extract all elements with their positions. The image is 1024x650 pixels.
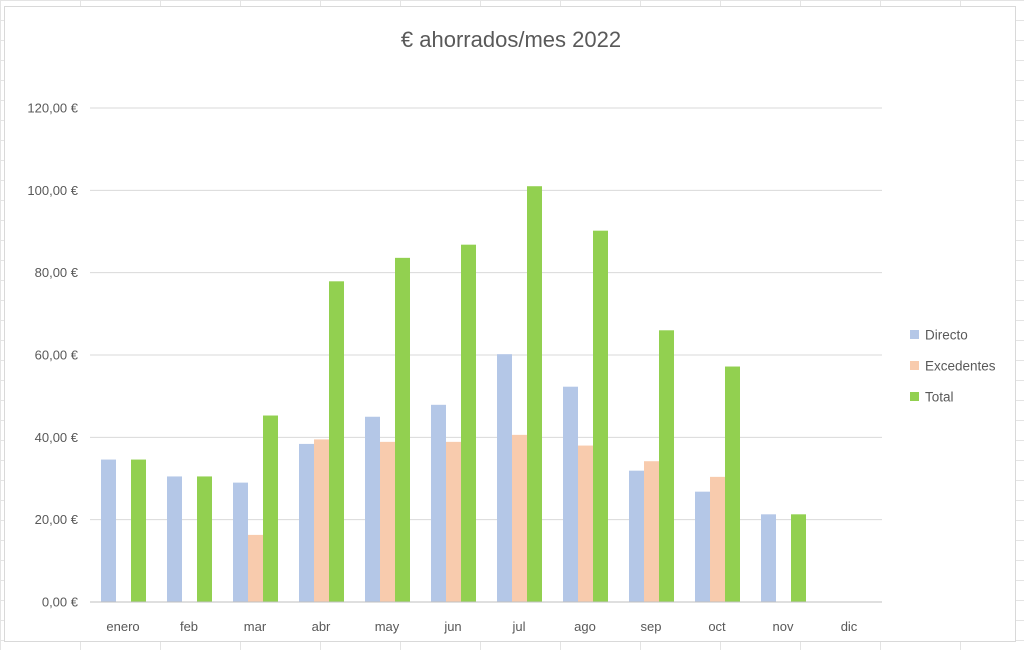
y-tick-label: 120,00 € bbox=[27, 101, 78, 116]
bar-excedentes-sep[interactable] bbox=[644, 461, 659, 602]
chart-area[interactable]: € ahorrados/mes 2022 0,00 € 20,00 € 40,00 … bbox=[4, 6, 1016, 642]
x-tick-label: abr bbox=[312, 619, 331, 634]
x-tick-label: jul bbox=[511, 619, 525, 634]
bar-directo-mar[interactable] bbox=[233, 482, 248, 602]
bar-excedentes-ago[interactable] bbox=[578, 445, 593, 602]
gridlines bbox=[90, 107, 882, 521]
legend-swatch-directo bbox=[910, 330, 919, 339]
bar-directo-enero[interactable] bbox=[101, 459, 116, 602]
bar-total-mar[interactable] bbox=[263, 415, 278, 602]
y-tick-label: 80,00 € bbox=[35, 265, 79, 280]
bar-total-enero[interactable] bbox=[131, 459, 146, 602]
x-tick-label: may bbox=[375, 619, 400, 634]
x-axis: enero feb mar abr may jun jul ago sep oct nov dic bbox=[106, 619, 857, 634]
x-tick-label: mar bbox=[244, 619, 267, 634]
legend: Directo Excedentes Total bbox=[910, 328, 996, 405]
x-tick-label: dic bbox=[841, 619, 858, 634]
bar-directo-abr[interactable] bbox=[299, 443, 314, 602]
chart-title: € ahorrados/mes 2022 bbox=[401, 27, 621, 52]
bar-excedentes-abr[interactable] bbox=[314, 439, 329, 602]
bar-total-jul[interactable] bbox=[527, 186, 542, 602]
bar-total-feb[interactable] bbox=[197, 476, 212, 602]
y-tick-label: 60,00 € bbox=[35, 348, 79, 363]
bars bbox=[101, 186, 806, 602]
bar-excedentes-may[interactable] bbox=[380, 441, 395, 602]
x-tick-label: feb bbox=[180, 619, 198, 634]
legend-label-excedentes: Excedentes bbox=[925, 359, 996, 374]
y-tick-label: 0,00 € bbox=[42, 595, 79, 610]
bar-excedentes-jul[interactable] bbox=[512, 434, 527, 602]
bar-directo-may[interactable] bbox=[365, 416, 380, 602]
bar-total-jun[interactable] bbox=[461, 244, 476, 602]
bar-excedentes-oct[interactable] bbox=[710, 476, 725, 602]
y-tick-label: 40,00 € bbox=[35, 430, 79, 445]
x-tick-label: enero bbox=[106, 619, 139, 634]
legend-label-directo: Directo bbox=[925, 328, 968, 343]
bar-directo-oct[interactable] bbox=[695, 491, 710, 602]
bar-total-may[interactable] bbox=[395, 257, 410, 602]
x-tick-label: oct bbox=[708, 619, 726, 634]
legend-swatch-excedentes bbox=[910, 361, 919, 370]
bar-total-abr[interactable] bbox=[329, 281, 344, 602]
bar-excedentes-mar[interactable] bbox=[248, 534, 263, 602]
bar-directo-sep[interactable] bbox=[629, 470, 644, 602]
x-tick-label: nov bbox=[773, 619, 794, 634]
legend-label-total: Total bbox=[925, 390, 954, 405]
bar-directo-ago[interactable] bbox=[563, 386, 578, 602]
x-tick-label: jun bbox=[443, 619, 461, 634]
bar-directo-nov[interactable] bbox=[761, 514, 776, 602]
legend-swatch-total bbox=[910, 392, 919, 401]
y-axis: 0,00 € 20,00 € 40,00 € 60,00 € 80,00 € 100,00… bbox=[27, 101, 78, 610]
y-tick-label: 20,00 € bbox=[35, 512, 79, 527]
bar-total-sep[interactable] bbox=[659, 330, 674, 602]
bar-directo-feb[interactable] bbox=[167, 476, 182, 602]
bar-directo-jun[interactable] bbox=[431, 404, 446, 602]
bar-excedentes-jun[interactable] bbox=[446, 441, 461, 602]
bar-chart: € ahorrados/mes 2022 0,00 € 20,00 € 40,00 … bbox=[27, 27, 996, 634]
x-tick-label: sep bbox=[641, 619, 662, 634]
bar-directo-jul[interactable] bbox=[497, 354, 512, 602]
y-tick-label: 100,00 € bbox=[27, 183, 78, 198]
bar-total-nov[interactable] bbox=[791, 514, 806, 602]
bar-total-ago[interactable] bbox=[593, 230, 608, 602]
bar-total-oct[interactable] bbox=[725, 366, 740, 602]
x-tick-label: ago bbox=[574, 619, 596, 634]
